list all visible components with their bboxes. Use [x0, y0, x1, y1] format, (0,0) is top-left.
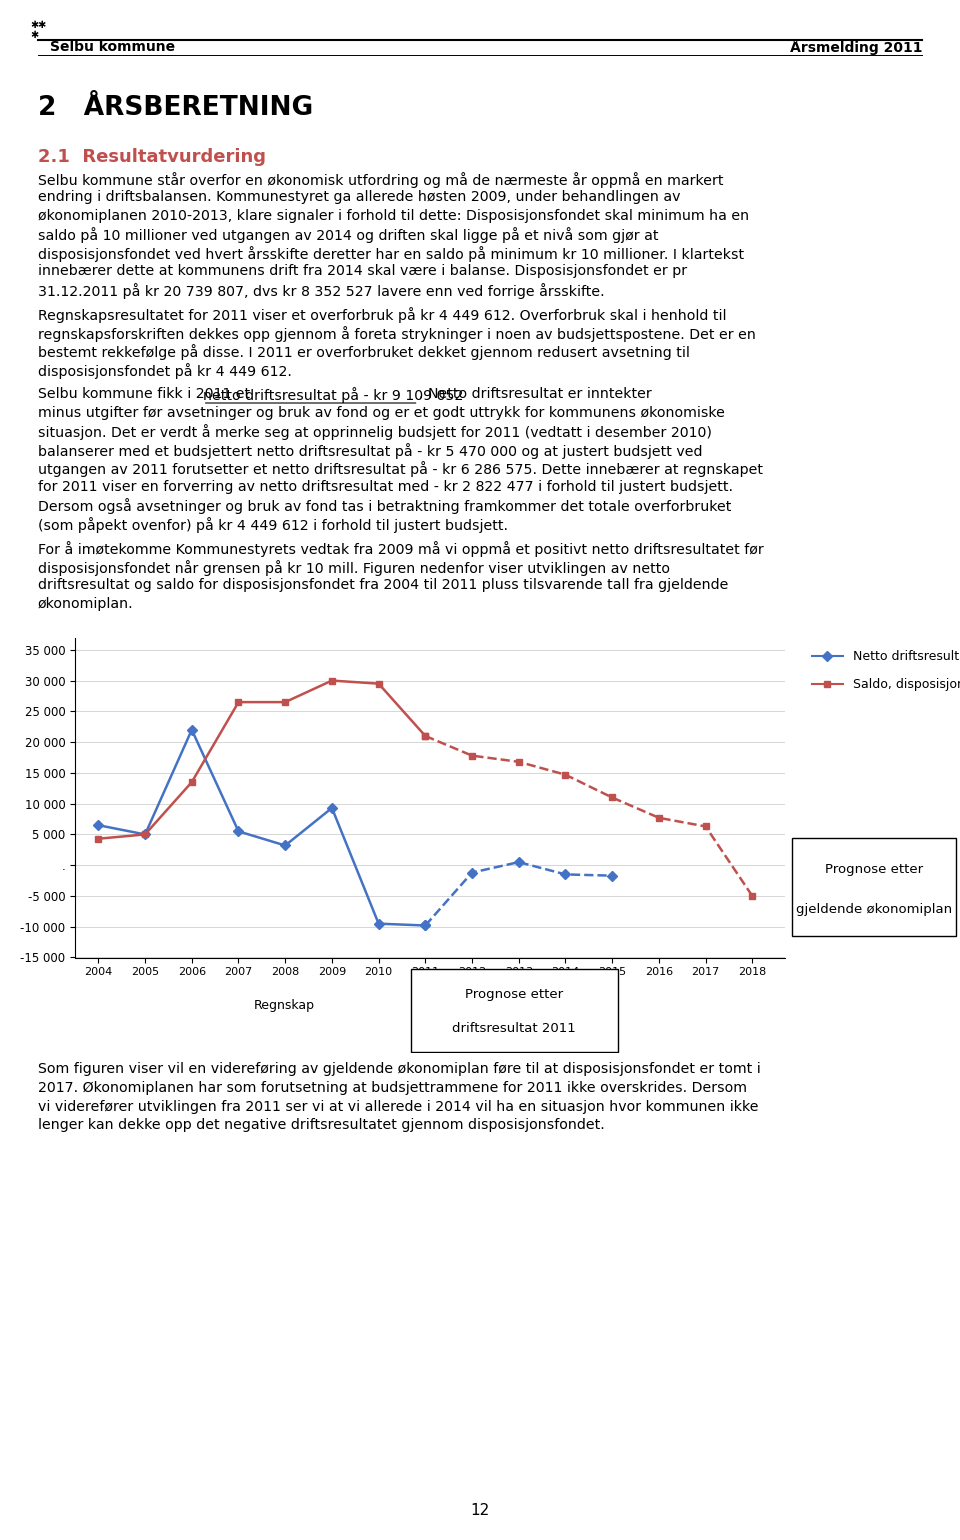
Text: balanserer med et budsjettert netto driftsresultat på - kr 5 470 000 og at juste: balanserer med et budsjettert netto drif… — [38, 444, 703, 459]
Text: økonomiplanen 2010-2013, klare signaler i forhold til dette: Disposisjonsfondet : økonomiplanen 2010-2013, klare signaler … — [38, 209, 749, 223]
Text: disposisjonsfondet ved hvert årsskifte deretter har en saldo på minimum kr 10 mi: disposisjonsfondet ved hvert årsskifte d… — [38, 246, 744, 262]
Text: Selbu kommune står overfor en økonomisk utfordring og må de nærmeste år oppmå en: Selbu kommune står overfor en økonomisk … — [38, 172, 724, 188]
Text: disposisjonsfondet når grensen på kr 10 mill. Figuren nedenfor viser utviklingen: disposisjonsfondet når grensen på kr 10 … — [38, 561, 670, 576]
Text: 2   ÅRSBERETNING: 2 ÅRSBERETNING — [38, 95, 313, 122]
Text: netto driftsresultat på - kr 9 109 052: netto driftsresultat på - kr 9 109 052 — [203, 388, 463, 403]
Text: Selbu kommune fikk i 2011 et: Selbu kommune fikk i 2011 et — [38, 388, 254, 402]
Text: vi viderefører utviklingen fra 2011 ser vi at vi allerede i 2014 vil ha en situa: vi viderefører utviklingen fra 2011 ser … — [38, 1100, 758, 1113]
Text: gjeldende økonomiplan: gjeldende økonomiplan — [796, 902, 952, 916]
Text: (som påpekt ovenfor) på kr 4 449 612 i forhold til justert budsjett.: (som påpekt ovenfor) på kr 4 449 612 i f… — [38, 517, 508, 533]
Text: ✱✱: ✱✱ — [30, 20, 46, 29]
Text: minus utgifter før avsetninger og bruk av fond og er et godt uttrykk for kommune: minus utgifter før avsetninger og bruk a… — [38, 407, 725, 420]
Text: økonomiplan.: økonomiplan. — [38, 598, 133, 611]
Text: For å imøtekomme Kommunestyrets vedtak fra 2009 må vi oppmå et positivt netto dr: For å imøtekomme Kommunestyrets vedtak f… — [38, 542, 764, 557]
Text: bestemt rekkefølge på disse. I 2011 er overforbruket dekket gjennom redusert avs: bestemt rekkefølge på disse. I 2011 er o… — [38, 345, 690, 360]
Text: Regnskapsresultatet for 2011 viser et overforbruk på kr 4 449 612. Overforbruk s: Regnskapsresultatet for 2011 viser et ov… — [38, 308, 727, 323]
Text: ✱: ✱ — [30, 29, 38, 40]
Text: innebærer dette at kommunens drift fra 2014 skal være i balanse. Disposisjonsfon: innebærer dette at kommunens drift fra 2… — [38, 265, 687, 279]
Text: Økonomiplan: Økonomiplan — [510, 999, 592, 1012]
Text: 2.1  Resultatvurdering: 2.1 Resultatvurdering — [38, 148, 266, 166]
Text: lenger kan dekke opp det negative driftsresultatet gjennom disposisjonsfondet.: lenger kan dekke opp det negative drifts… — [38, 1118, 605, 1132]
Text: . Netto driftsresultat er inntekter: . Netto driftsresultat er inntekter — [419, 388, 651, 402]
Text: 31.12.2011 på kr 20 739 807, dvs kr 8 352 527 lavere enn ved forrige årsskifte.: 31.12.2011 på kr 20 739 807, dvs kr 8 35… — [38, 283, 605, 299]
Text: for 2011 viser en forverring av netto driftsresultat med - kr 2 822 477 i forhol: for 2011 viser en forverring av netto dr… — [38, 480, 733, 494]
Text: Prognose etter: Prognose etter — [825, 862, 924, 876]
Text: Prognose etter: Prognose etter — [466, 989, 564, 1001]
Legend: Netto driftsresultat, Saldo, disposisjonsfond: Netto driftsresultat, Saldo, disposisjon… — [805, 644, 960, 698]
Text: Som figuren viser vil en videreføring av gjeldende økonomiplan føre til at dispo: Som figuren viser vil en videreføring av… — [38, 1063, 760, 1076]
Text: disposisjonsfondet på kr 4 449 612.: disposisjonsfondet på kr 4 449 612. — [38, 363, 292, 379]
FancyBboxPatch shape — [411, 969, 618, 1052]
FancyBboxPatch shape — [792, 838, 956, 936]
Text: 12: 12 — [470, 1503, 490, 1518]
Text: utgangen av 2011 forutsetter et netto driftsresultat på - kr 6 286 575. Dette in: utgangen av 2011 forutsetter et netto dr… — [38, 462, 763, 477]
Text: driftsresultat og saldo for disposisjonsfondet fra 2004 til 2011 pluss tilsvaren: driftsresultat og saldo for disposisjons… — [38, 579, 729, 593]
Text: Regnskap: Regnskap — [254, 999, 315, 1012]
Text: saldo på 10 millioner ved utgangen av 2014 og driften skal ligge på et nivå som : saldo på 10 millioner ved utgangen av 20… — [38, 228, 659, 243]
Text: Dersom også avsetninger og bruk av fond tas i betraktning framkommer det totale : Dersom også avsetninger og bruk av fond … — [38, 499, 732, 514]
Text: regnskapsforskriften dekkes opp gjennom å foreta strykninger i noen av budsjetts: regnskapsforskriften dekkes opp gjennom … — [38, 326, 756, 342]
Text: 2017. Økonomiplanen har som forutsetning at budsjettrammene for 2011 ikke oversk: 2017. Økonomiplanen har som forutsetning… — [38, 1081, 747, 1095]
Text: driftsresultat 2011: driftsresultat 2011 — [452, 1023, 576, 1035]
Text: endring i driftsbalansen. Kommunestyret ga allerede høsten 2009, under behandlin: endring i driftsbalansen. Kommunestyret … — [38, 191, 681, 205]
Text: Årsmelding 2011: Årsmelding 2011 — [789, 38, 922, 55]
Text: Selbu kommune: Selbu kommune — [50, 40, 175, 54]
Text: situasjon. Det er verdt å merke seg at opprinnelig budsjett for 2011 (vedtatt i : situasjon. Det er verdt å merke seg at o… — [38, 425, 712, 440]
